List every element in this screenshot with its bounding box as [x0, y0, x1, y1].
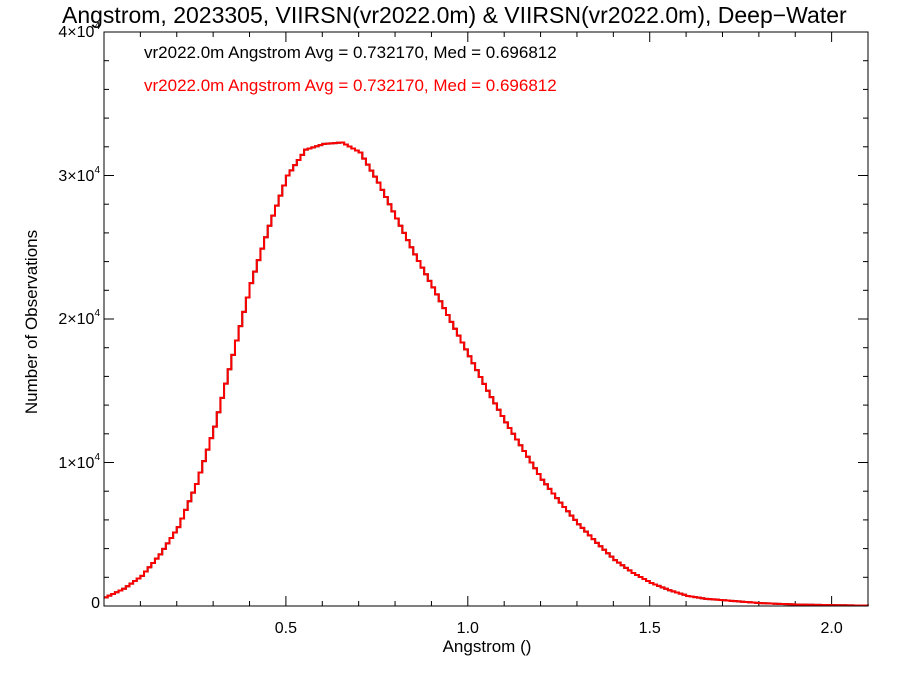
series-line-0 [104, 141, 869, 607]
y-tick-label: 2×104 [0, 308, 100, 329]
x-tick-label: 2.0 [820, 620, 843, 637]
y-tick-mantissa: 4×10 [58, 24, 95, 41]
x-tick-label: 0.5 [274, 620, 298, 637]
y-tick-exponent: 4 [94, 451, 100, 463]
series-line-1 [104, 141, 869, 607]
y-tick-mantissa: 0 [91, 595, 100, 612]
x-tick-label: 1.0 [456, 620, 479, 637]
x-tick-label: 1.5 [638, 620, 661, 637]
y-tick-exponent: 4 [94, 308, 100, 319]
y-tick-label: 1×104 [0, 452, 100, 473]
y-tick-mantissa: 2×10 [58, 311, 95, 328]
y-tick-exponent: 4 [94, 164, 100, 176]
plot-frame [103, 31, 869, 607]
y-tick-label: 0 [0, 595, 100, 613]
y-tick-label: 4×104 [0, 21, 100, 42]
chart-title: Angstrom, 2023305, VIIRSN(vr2022.0m) & V… [62, 2, 847, 28]
y-tick-mantissa: 1×10 [58, 454, 95, 472]
x-axis-label: Angstrom () [442, 637, 532, 656]
legend-entry-red: vr2022.0m Angstrom Avg = 0.732170, Med =… [144, 76, 557, 95]
y-tick-exponent: 4 [94, 21, 100, 32]
legend-entry-black: vr2022.0m Angstrom Avg = 0.732170, Med =… [144, 43, 557, 62]
y-tick-mantissa: 3×10 [58, 167, 95, 185]
axis-ticks [104, 31, 869, 607]
series-lines [104, 141, 869, 607]
y-tick-label: 3×104 [0, 165, 100, 186]
